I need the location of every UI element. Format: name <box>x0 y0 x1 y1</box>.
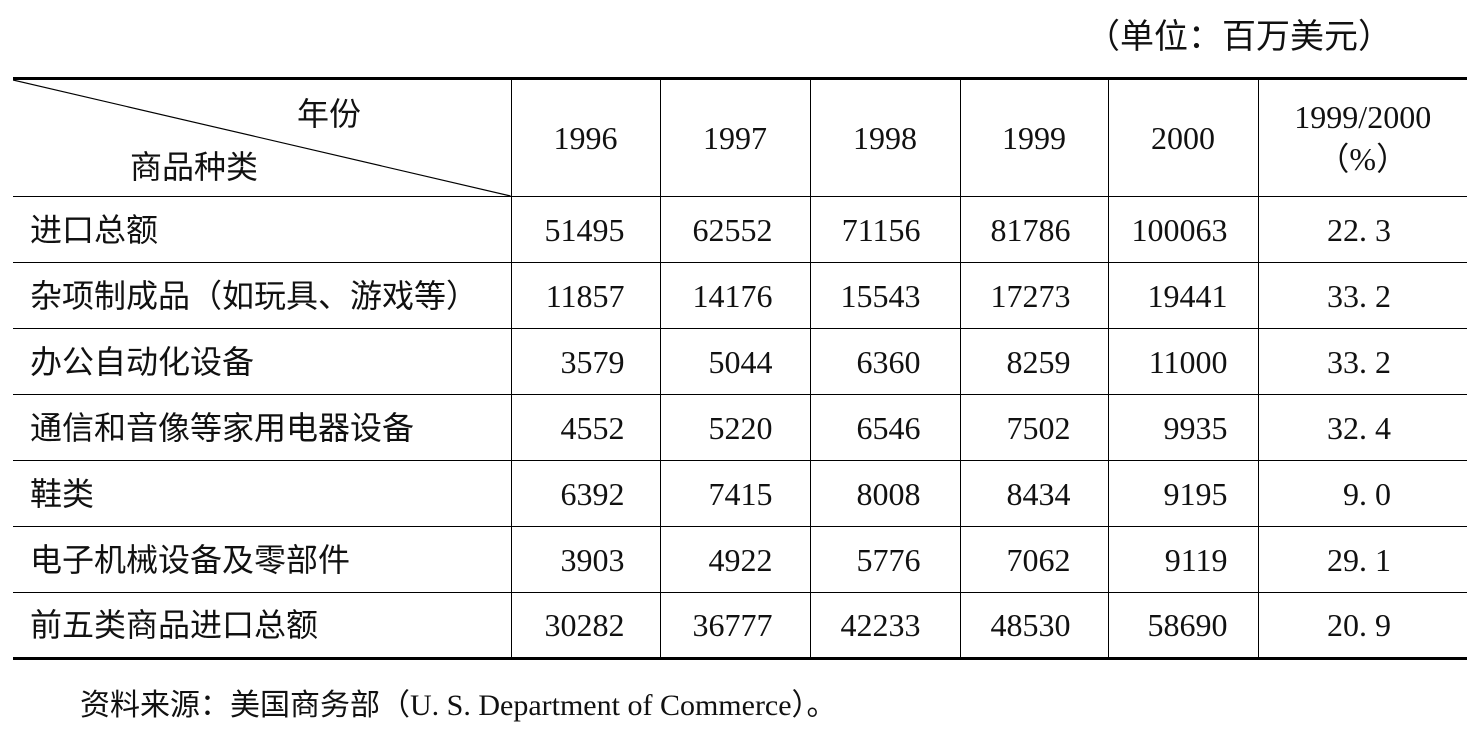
row-label: 电子机械设备及零部件 <box>13 526 512 593</box>
cell-1996: 3903 <box>510 526 661 593</box>
diagonal-divider <box>13 80 511 196</box>
header-year-1998: 1998 <box>809 78 961 197</box>
header-ratio: 1999/2000 （%） <box>1257 78 1467 197</box>
cell-2000: 9935 <box>1107 394 1259 461</box>
cell-1996: 11857 <box>510 262 661 329</box>
table-row: 办公自动化设备 3579 5044 6360 8259 11000 33. 2 <box>13 328 1467 395</box>
row-label: 鞋类 <box>13 460 512 527</box>
cell-1999: 48530 <box>959 592 1109 659</box>
cell-1998: 6360 <box>809 328 961 395</box>
cell-ratio: 32. 4 <box>1257 394 1467 461</box>
header-ratio-line1: 1999/2000 <box>1294 99 1432 135</box>
cell-1998: 42233 <box>809 592 961 659</box>
table-row: 杂项制成品（如玩具、游戏等） 11857 14176 15543 17273 1… <box>13 262 1467 329</box>
corner-label-year: 年份 <box>297 96 362 132</box>
cell-1998: 6546 <box>809 394 961 461</box>
corner-label-category: 商品种类 <box>130 149 259 185</box>
cell-1997: 36777 <box>659 592 811 659</box>
table-row: 电子机械设备及零部件 3903 4922 5776 7062 9119 29. … <box>13 526 1467 593</box>
cell-1998: 8008 <box>809 460 961 527</box>
cell-1997: 62552 <box>659 196 811 263</box>
cell-1997: 5044 <box>659 328 811 395</box>
cell-2000: 58690 <box>1107 592 1259 659</box>
cell-ratio: 9. 0 <box>1257 460 1467 527</box>
cell-1999: 8259 <box>959 328 1109 395</box>
cell-1996: 4552 <box>510 394 661 461</box>
source-note: 资料来源：美国商务部（U. S. Department of Commerce）… <box>80 689 837 722</box>
cell-1996: 6392 <box>510 460 661 527</box>
import-table: 年份 商品种类 1996 1997 1998 1999 2000 1999/20… <box>13 77 1467 660</box>
cell-1997: 14176 <box>659 262 811 329</box>
cell-1996: 30282 <box>510 592 661 659</box>
table-row: 前五类商品进口总额 30282 36777 42233 48530 58690 … <box>13 592 1467 659</box>
cell-1996: 51495 <box>510 196 661 263</box>
row-label: 进口总额 <box>13 196 512 263</box>
cell-1999: 17273 <box>959 262 1109 329</box>
header-year-1999: 1999 <box>959 78 1109 197</box>
header-year-1996: 1996 <box>510 78 661 197</box>
cell-1999: 7062 <box>959 526 1109 593</box>
table-row: 鞋类 6392 7415 8008 8434 9195 9. 0 <box>13 460 1467 527</box>
row-label: 办公自动化设备 <box>13 328 512 395</box>
corner-cell: 年份 商品种类 <box>13 78 512 197</box>
cell-1997: 7415 <box>659 460 811 527</box>
cell-1998: 71156 <box>809 196 961 263</box>
cell-1996: 3579 <box>510 328 661 395</box>
cell-ratio: 33. 2 <box>1257 328 1467 395</box>
cell-1997: 4922 <box>659 526 811 593</box>
cell-ratio: 22. 3 <box>1257 196 1467 263</box>
header-ratio-line2: （%） <box>1317 141 1409 177</box>
cell-2000: 19441 <box>1107 262 1259 329</box>
header-year-1997: 1997 <box>659 78 811 197</box>
cell-2000: 9119 <box>1107 526 1259 593</box>
row-label: 杂项制成品（如玩具、游戏等） <box>13 262 512 329</box>
cell-2000: 100063 <box>1107 196 1259 263</box>
corner-box: 年份 商品种类 <box>13 80 511 196</box>
cell-1999: 8434 <box>959 460 1109 527</box>
cell-1997: 5220 <box>659 394 811 461</box>
cell-ratio: 29. 1 <box>1257 526 1467 593</box>
cell-1999: 7502 <box>959 394 1109 461</box>
table-row: 通信和音像等家用电器设备 4552 5220 6546 7502 9935 32… <box>13 394 1467 461</box>
row-label: 前五类商品进口总额 <box>13 592 512 659</box>
row-label: 通信和音像等家用电器设备 <box>13 394 512 461</box>
cell-ratio: 33. 2 <box>1257 262 1467 329</box>
cell-2000: 11000 <box>1107 328 1259 395</box>
table-row: 进口总额 51495 62552 71156 81786 100063 22. … <box>13 196 1467 263</box>
unit-label: （单位：百万美元） <box>1086 19 1392 56</box>
cell-1998: 5776 <box>809 526 961 593</box>
header-row: 年份 商品种类 1996 1997 1998 1999 2000 1999/20… <box>13 78 1467 197</box>
cell-ratio: 20. 9 <box>1257 592 1467 659</box>
cell-1999: 81786 <box>959 196 1109 263</box>
header-year-2000: 2000 <box>1107 78 1259 197</box>
cell-2000: 9195 <box>1107 460 1259 527</box>
cell-1998: 15543 <box>809 262 961 329</box>
